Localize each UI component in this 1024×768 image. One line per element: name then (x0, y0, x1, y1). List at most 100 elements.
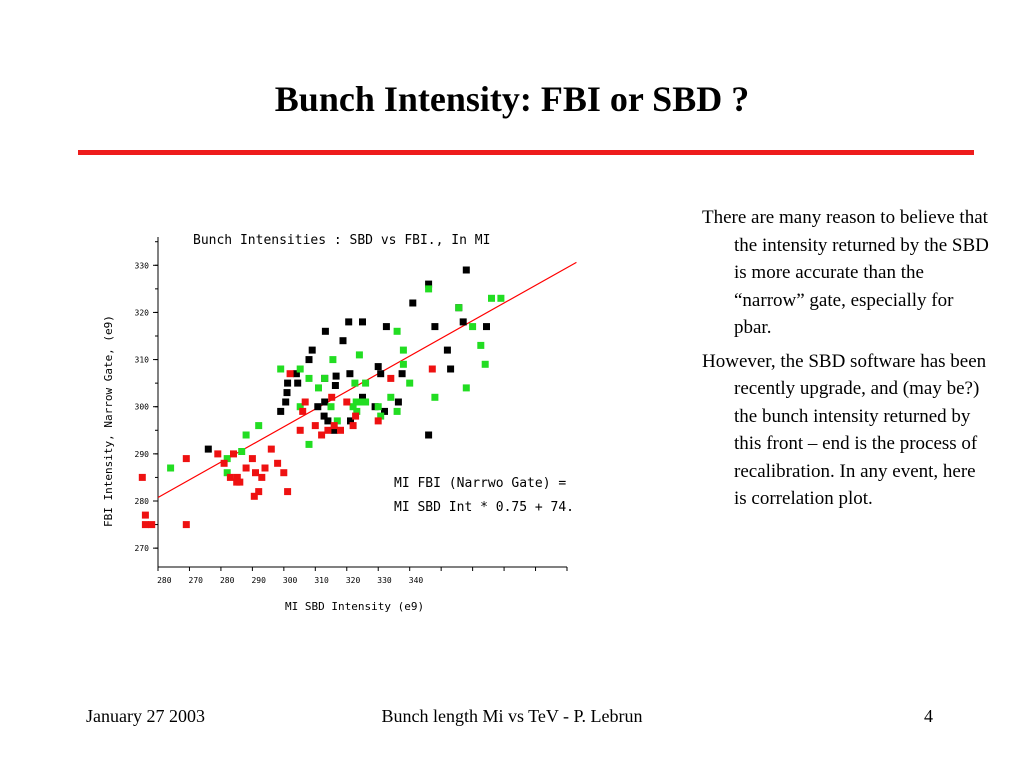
data-point (330, 422, 338, 430)
data-point (462, 266, 470, 274)
data-point (431, 393, 439, 401)
fit-annotation-line-1: MI FBI (Narrwo Gate) = (394, 476, 566, 491)
scatter-chart-svg: Bunch Intensities : SBD vs FBI., In MI 3… (102, 233, 577, 613)
data-point (258, 473, 266, 481)
data-point (226, 473, 234, 481)
y-tick-label: 330 (135, 261, 150, 270)
bullet-list: There are many reason to believe that th… (702, 204, 992, 519)
y-tick-label: 320 (135, 308, 150, 317)
y-ticks: 330 320 310 300 290 280 270 (135, 241, 158, 553)
footer-title: Bunch length Mi vs TeV - P. Lebrun (381, 706, 643, 726)
x-tick-label: 300 (283, 576, 298, 585)
data-point (357, 398, 365, 406)
data-point (394, 398, 402, 406)
data-point (223, 455, 231, 463)
data-point (311, 422, 319, 430)
data-point (148, 521, 156, 529)
data-point (352, 398, 360, 406)
data-point (308, 346, 316, 354)
bullet-item: There are many reason to believe that th… (702, 207, 989, 338)
data-point (261, 464, 269, 472)
data-point (252, 469, 259, 477)
data-point (301, 398, 309, 406)
footer-date: January 27 2003 (86, 706, 205, 726)
data-point (447, 365, 455, 373)
data-point (353, 407, 361, 415)
y-tick-label: 270 (135, 544, 150, 553)
data-point (387, 374, 395, 382)
data-point (330, 426, 338, 434)
data-point (332, 372, 340, 380)
data-point (398, 370, 406, 378)
data-point (141, 511, 149, 519)
data-point (315, 384, 322, 392)
data-point (374, 403, 382, 411)
scatter-chart: Bunch Intensities : SBD vs FBI., In MI 3… (95, 222, 595, 622)
title-divider (78, 150, 974, 155)
data-point (399, 346, 407, 354)
data-point (431, 323, 439, 331)
data-point (324, 426, 332, 434)
data-point (220, 459, 228, 467)
data-point (406, 379, 414, 387)
data-point (362, 379, 370, 387)
data-point (267, 445, 275, 453)
data-point (250, 492, 258, 500)
page-number: 4 (924, 706, 933, 726)
data-point (409, 299, 417, 307)
x-ticks: 280 270 280 290 300 310 320 330 340 (157, 567, 568, 585)
x-tick-label: 290 (251, 576, 266, 585)
data-point (248, 455, 256, 463)
data-point (238, 448, 246, 455)
data-point (459, 318, 467, 326)
data-point (167, 464, 175, 472)
data-point (349, 403, 357, 411)
y-tick-label: 310 (135, 356, 150, 365)
data-point (284, 488, 292, 496)
data-point (488, 294, 495, 302)
data-point (236, 478, 244, 486)
data-point (292, 370, 300, 378)
data-point (318, 431, 326, 439)
data-point (428, 365, 436, 373)
data-point (204, 445, 212, 453)
data-point (339, 337, 347, 345)
y-tick-label: 290 (135, 450, 150, 459)
data-point (362, 398, 370, 406)
data-point (345, 318, 353, 326)
slide-title: Bunch Intensity: FBI or SBD ? (274, 79, 750, 119)
data-point (331, 382, 339, 389)
data-point (343, 398, 351, 406)
data-point (282, 398, 290, 406)
data-point (277, 407, 285, 415)
data-point (352, 412, 360, 420)
data-point (277, 365, 285, 373)
y-axis-label: FBI Intensity, Narrow Gate, (e9) (102, 315, 115, 527)
data-point (351, 379, 359, 387)
data-point (355, 351, 363, 359)
data-point (349, 422, 357, 430)
data-point (483, 323, 490, 331)
x-tick-label: 270 (189, 576, 204, 585)
data-point (286, 370, 294, 378)
data-point (214, 450, 222, 458)
data-point (374, 417, 382, 425)
data-point (346, 370, 354, 378)
data-point (359, 318, 366, 326)
data-point (425, 280, 433, 288)
data-point (283, 389, 291, 397)
data-point (425, 431, 433, 439)
data-point (299, 407, 307, 415)
data-point (296, 426, 304, 434)
y-tick-label: 300 (135, 403, 150, 412)
data-point (393, 407, 401, 415)
data-point (242, 464, 250, 472)
bullet-item: However, the SBD software has been recen… (702, 350, 987, 510)
data-point (462, 384, 470, 392)
data-point (141, 521, 149, 529)
chart-axes (157, 237, 567, 568)
x-tick-label: 310 (314, 576, 329, 585)
data-point (455, 304, 463, 312)
data-point (381, 407, 388, 415)
x-tick-label: 320 (346, 576, 361, 585)
